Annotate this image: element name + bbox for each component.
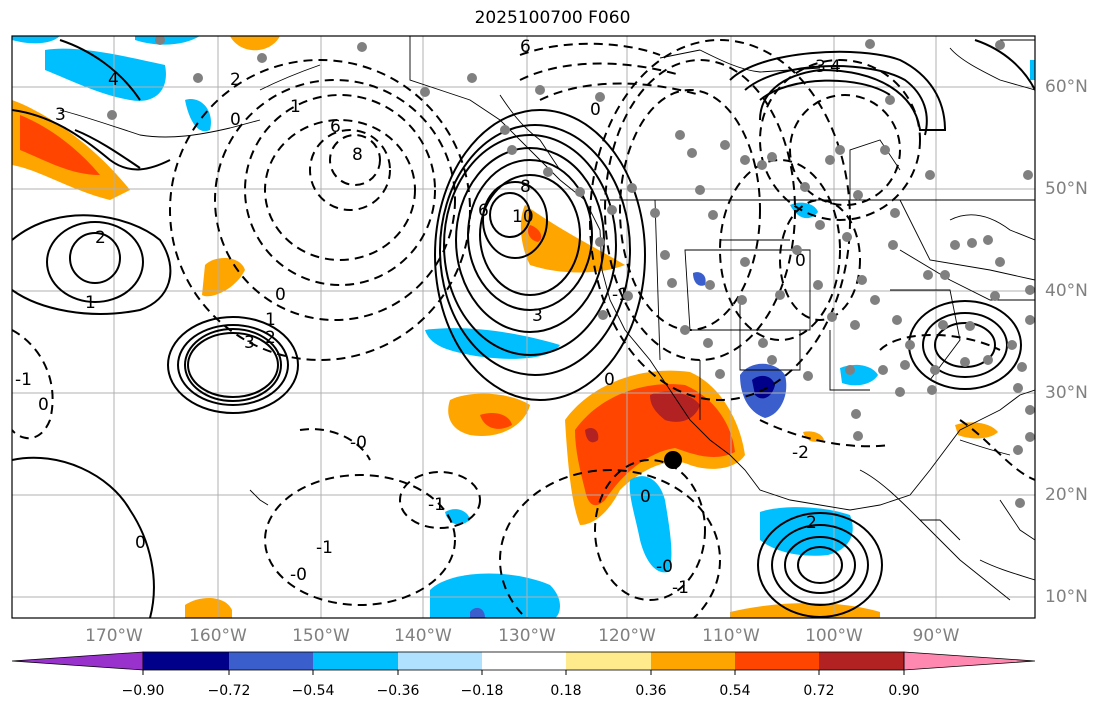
graticule: [12, 36, 1035, 618]
contour-label: -1: [428, 495, 445, 515]
contour-label: 6: [520, 37, 531, 57]
contour-label: 2: [95, 228, 106, 248]
lon-label: 140°W: [394, 626, 452, 646]
contour-label: 2: [806, 513, 817, 533]
contour-label: 6: [478, 201, 489, 221]
contour-label: -1: [15, 370, 32, 390]
colorbar-tick-label: −0.18: [460, 683, 504, 699]
colorbar: [11, 651, 1036, 675]
contour-label: 3: [244, 333, 255, 353]
contour-label: 4: [830, 57, 841, 77]
contour-labels: 6 4 3 2 1 0 0 8 6 10 8 6 3 2 1 0 3 2 1 -…: [15, 37, 841, 598]
contour-label: -0: [350, 433, 367, 453]
contour-label: -2: [792, 443, 809, 463]
contour-label: 6: [330, 117, 341, 137]
contour-label: -1: [316, 538, 333, 558]
contour-label: 3: [55, 105, 66, 125]
contour-label: -0: [290, 565, 307, 585]
colorbar-tick-label: 0.54: [719, 683, 751, 699]
contour-label: -0: [656, 557, 673, 577]
contour-label: 0: [230, 110, 241, 130]
contour-label: 8: [520, 177, 531, 197]
colorbar-tick-label: −0.36: [376, 683, 420, 699]
colorbar-tick-label: −0.90: [121, 683, 165, 699]
contour-label: 2: [265, 328, 276, 348]
contour-label: 1: [290, 97, 301, 117]
lon-label: 150°W: [292, 626, 350, 646]
lon-label: 170°W: [85, 626, 143, 646]
shaded-anomalies: [12, 36, 1035, 618]
contour-label: 0: [604, 370, 615, 390]
contour-label: -1: [672, 578, 689, 598]
contour-label: 0: [590, 100, 601, 120]
lat-label: 40°N: [1045, 281, 1088, 301]
station-dots: [107, 36, 1035, 508]
contour-label: 3: [815, 57, 826, 77]
colorbar-tick-label: 0.18: [550, 683, 582, 699]
storm-center-marker: [664, 451, 682, 469]
lat-label: 60°N: [1045, 77, 1088, 97]
lon-label: 160°W: [189, 626, 247, 646]
contour-label: 10: [512, 207, 534, 227]
lon-label: 130°W: [498, 626, 556, 646]
map-title: 2025100700 F060: [474, 8, 631, 28]
lon-label: 120°W: [598, 626, 656, 646]
contour-label: 0: [795, 251, 806, 271]
colorbar-tick-label: −0.54: [291, 683, 335, 699]
lat-label: 10°N: [1045, 587, 1088, 607]
negative-contours: [12, 39, 1035, 618]
contour-label: 0: [38, 395, 49, 415]
colorbar-tick-label: 0.36: [635, 683, 667, 699]
lon-label: 100°W: [805, 626, 863, 646]
contour-label: 1: [85, 293, 96, 313]
contour-label: 0: [275, 285, 286, 305]
contour-label: -1: [612, 285, 629, 305]
contour-label: 1: [265, 310, 276, 330]
lat-label: 30°N: [1045, 383, 1088, 403]
contour-label: 0: [640, 487, 651, 507]
colorbar-tick-label: 0.72: [803, 683, 835, 699]
colorbar-tick-label: 0.90: [888, 683, 920, 699]
positive-contours: [12, 39, 1035, 618]
lon-label: 110°W: [702, 626, 760, 646]
contour-label: 0: [135, 533, 146, 553]
contour-label: 3: [532, 306, 543, 326]
contour-label: 2: [230, 70, 241, 90]
lat-label: 50°N: [1045, 179, 1088, 199]
lon-label: 90°W: [912, 626, 960, 646]
colorbar-tick-label: −0.72: [207, 683, 251, 699]
contour-label: 8: [352, 145, 363, 165]
lat-label: 20°N: [1045, 485, 1088, 505]
contour-label: 4: [108, 70, 119, 90]
map-frame: [11, 35, 1036, 619]
